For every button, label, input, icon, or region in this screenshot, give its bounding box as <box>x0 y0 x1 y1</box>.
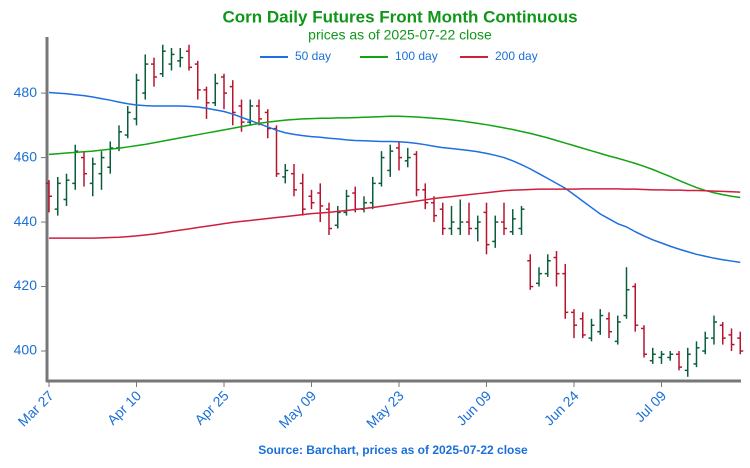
x-tick-label: May 09 <box>275 387 319 431</box>
legend-label: 100 day <box>395 49 438 63</box>
y-tick-label: 480 <box>14 84 38 100</box>
moving-average-line <box>49 188 741 239</box>
moving-average-line <box>48 115 741 199</box>
source-note: Source: Barchart, prices as of 2025-07-2… <box>258 443 528 457</box>
x-tick-label: Jun 24 <box>541 387 582 428</box>
y-tick-label: 420 <box>14 277 38 293</box>
x-tick-label: Apr 25 <box>191 387 232 428</box>
x-tick-label: May 23 <box>363 387 407 431</box>
legend-label: 50 day <box>295 49 331 63</box>
moving-average-line <box>48 91 741 264</box>
x-tick-label: Apr 10 <box>104 387 145 428</box>
x-tick-label: Jun 09 <box>453 387 494 428</box>
x-tick-label: Jul 09 <box>632 387 670 425</box>
chart-title: Corn Daily Futures Front Month Continuou… <box>222 7 577 26</box>
x-tick-label: Mar 27 <box>15 387 57 429</box>
y-tick-label: 440 <box>14 213 38 229</box>
chart-subtitle: prices as of 2025-07-22 close <box>308 27 492 43</box>
y-tick-label: 460 <box>14 148 38 164</box>
legend-label: 200 day <box>495 49 538 63</box>
y-tick-label: 400 <box>14 342 38 358</box>
